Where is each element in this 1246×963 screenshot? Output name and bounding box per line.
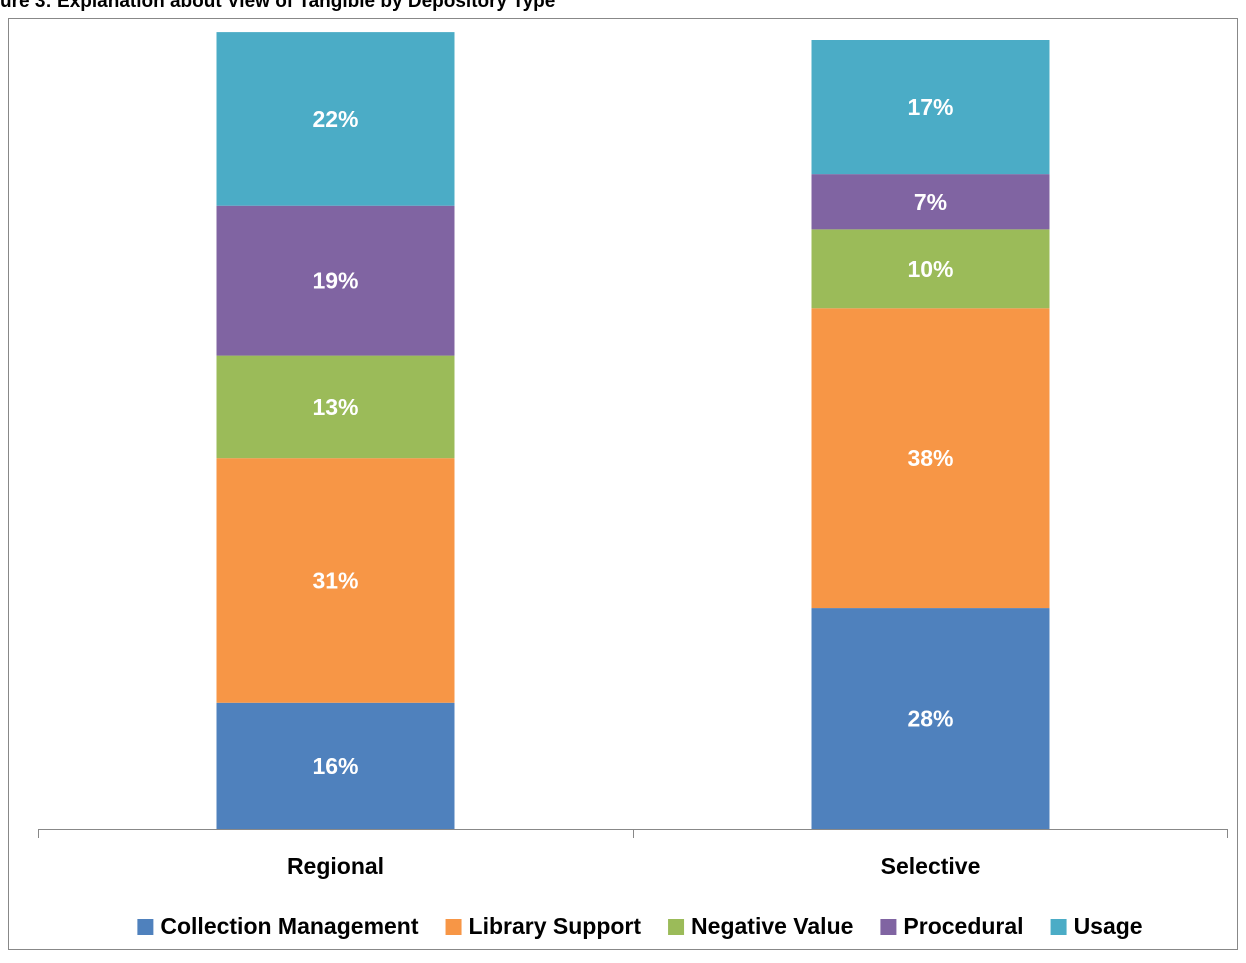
- data-label: 13%: [312, 394, 358, 420]
- data-label: 31%: [312, 568, 358, 594]
- data-label: 38%: [907, 445, 953, 471]
- legend-label: Procedural: [903, 913, 1023, 939]
- data-label: 10%: [907, 256, 953, 282]
- bar-segment: [216, 702, 455, 829]
- data-label: 19%: [312, 268, 358, 294]
- legend-label: Negative Value: [691, 913, 853, 939]
- legend-swatch: [445, 919, 462, 935]
- bar-segment: [216, 205, 455, 356]
- x-tick-label: Regional: [287, 853, 384, 879]
- legend-label: Collection Management: [160, 913, 418, 939]
- bar-segment: [811, 40, 1050, 175]
- chart-title: ure 3: Explanation about View of Tangibl…: [0, 0, 555, 12]
- data-label: 28%: [907, 706, 953, 732]
- data-label: 7%: [914, 189, 947, 215]
- legend-swatch: [668, 919, 685, 935]
- legend-label: Usage: [1074, 913, 1143, 939]
- bar-segment: [216, 355, 455, 459]
- bar-segment: [811, 308, 1050, 609]
- legend-swatch: [137, 919, 154, 935]
- legend-swatch: [1050, 919, 1067, 935]
- legend-label: Library Support: [469, 913, 642, 939]
- legend-swatch: [880, 919, 897, 935]
- x-tick-label: Selective: [881, 853, 981, 879]
- bar-segment: [811, 229, 1050, 309]
- bar-segment: [216, 32, 455, 206]
- chart-frame: [8, 18, 1238, 950]
- bar-segment: [216, 458, 455, 703]
- data-label: 22%: [312, 106, 358, 132]
- data-label: 17%: [907, 94, 953, 120]
- data-label: 16%: [312, 753, 358, 779]
- bar-segment: [811, 608, 1050, 829]
- bar-segment: [811, 174, 1050, 230]
